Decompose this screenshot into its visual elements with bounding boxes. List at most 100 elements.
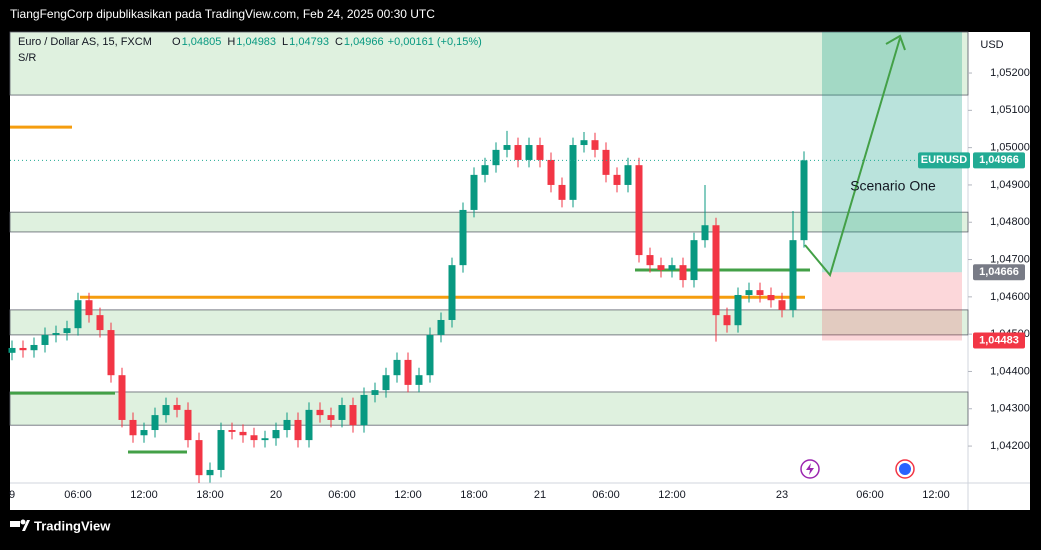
candle-body: [404, 359, 412, 385]
candle-body: [778, 300, 786, 310]
candle-body: [492, 149, 500, 166]
y-tick-label: 1,04200: [990, 440, 1030, 452]
y-tick-label: 1,04300: [990, 403, 1030, 415]
currency: USD: [980, 39, 1003, 51]
ohlc-key: L: [282, 36, 288, 48]
candle-body: [63, 328, 71, 334]
ohlc-value: 1,04966: [344, 36, 384, 48]
candle-body: [635, 165, 643, 256]
x-tick-label: 18:00: [460, 489, 488, 501]
x-tick-label: 23: [776, 489, 788, 501]
candle-body: [371, 390, 379, 395]
candle-body: [613, 174, 621, 185]
candle-body: [206, 469, 214, 476]
sr-zone: [9, 31, 969, 96]
x-tick-label: 06:00: [592, 489, 620, 501]
y-tick-label: 1,05200: [990, 67, 1030, 79]
candle-body: [30, 344, 38, 351]
price-tag-label: 1,04483: [979, 334, 1019, 346]
candle-body: [338, 405, 346, 420]
ohlc-value: 1,04805: [182, 36, 222, 48]
y-tick-label: 1,04700: [990, 253, 1030, 265]
candle-body: [239, 431, 247, 436]
candle-body: [41, 334, 49, 345]
candle-body: [646, 255, 654, 266]
candle-body: [481, 165, 489, 175]
candle-body: [316, 409, 324, 416]
x-tick-label: 12:00: [130, 489, 158, 501]
candle-body: [272, 430, 280, 439]
price-tag: [973, 152, 1025, 169]
y-tick-label: 1,04800: [990, 216, 1030, 228]
candle-body: [767, 294, 775, 301]
x-tick-label: 06:00: [856, 489, 884, 501]
candle-body: [503, 145, 511, 150]
brand: TradingView: [34, 518, 111, 533]
candle-body: [668, 265, 676, 270]
candle-body: [382, 375, 390, 391]
price-tag: [973, 332, 1025, 349]
candle-body: [800, 160, 808, 241]
sr-zone: [9, 309, 969, 336]
candle-body: [514, 145, 522, 160]
stop-box: [822, 272, 962, 341]
candle-body: [129, 419, 137, 436]
candle-body: [789, 240, 797, 310]
x-tick-label: 9: [9, 489, 15, 501]
ohlc-key: C: [335, 36, 343, 48]
annotation: Scenario One: [850, 178, 936, 194]
y-tick-label: 1,05000: [990, 142, 1030, 154]
candle-body: [184, 409, 192, 441]
candle-body: [756, 290, 764, 295]
y-tick-label: 1,04600: [990, 291, 1030, 303]
candle-body: [525, 145, 533, 160]
symbol-tag-label: EURUSD: [921, 154, 968, 166]
tv-logo: [10, 519, 30, 531]
candle-body: [459, 209, 467, 266]
candle-body: [657, 265, 665, 270]
event-icons[interactable]: [800, 459, 915, 479]
target-box: [822, 32, 962, 273]
x-tick-label: 18:00: [196, 489, 224, 501]
candle-body: [690, 240, 698, 281]
candle-body: [624, 165, 632, 185]
chart-panel: [10, 32, 1030, 510]
candle-body: [305, 409, 313, 441]
candle-body: [162, 405, 170, 416]
candle-body: [360, 394, 368, 426]
price-tag-label: 1,04666: [979, 266, 1019, 278]
indicator: S/R: [18, 52, 36, 64]
ohlc-key: H: [227, 36, 235, 48]
candle-body: [19, 347, 27, 351]
candle-body: [74, 300, 82, 329]
candle-body: [261, 438, 269, 441]
candle-body: [393, 359, 401, 376]
candle-body: [217, 430, 225, 470]
y-tick-label: 1,04900: [990, 179, 1030, 191]
candle-body: [96, 315, 104, 331]
candle-body: [580, 140, 588, 146]
candle-body: [536, 145, 544, 160]
candle-body: [470, 174, 478, 210]
sr-zone: [9, 391, 969, 426]
candle-body: [723, 315, 731, 326]
candle-body: [701, 225, 709, 241]
candle-body: [591, 140, 599, 150]
ohlc-value: 1,04793: [289, 36, 329, 48]
y-tick-label: 1,04400: [990, 365, 1030, 377]
change: +0,00161 (+0,15%): [388, 36, 482, 48]
x-tick-label: 06:00: [64, 489, 92, 501]
header-title: TiangFengCorp dipublikasikan pada Tradin…: [10, 7, 435, 21]
x-tick-label: 12:00: [658, 489, 686, 501]
symbol-tag: [918, 152, 970, 169]
scenario-arrow-head: [885, 34, 906, 51]
candle-body: [602, 149, 610, 175]
candle-body: [558, 184, 566, 200]
candle-body: [734, 294, 742, 326]
x-tick-label: 21: [534, 489, 546, 501]
ohlc-key: O: [172, 36, 181, 48]
symbol: Euro / Dollar AS, 15, FXCM: [18, 36, 152, 48]
candle-body: [349, 405, 357, 426]
